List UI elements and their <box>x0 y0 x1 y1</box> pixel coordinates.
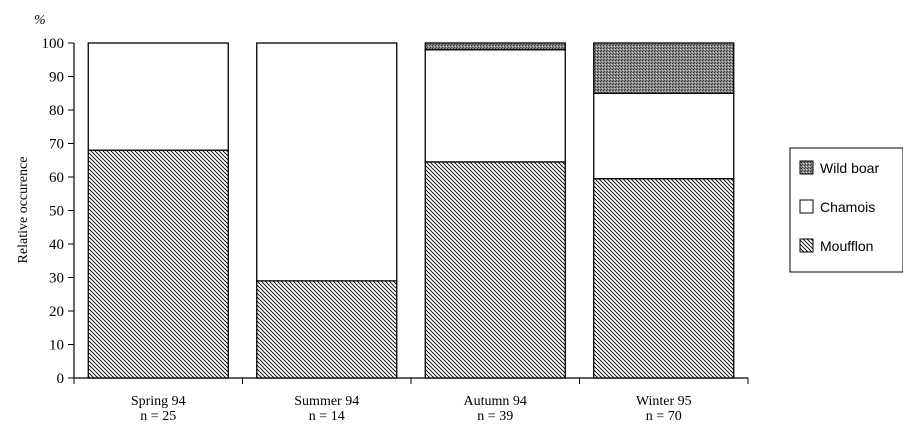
x-sample-size-label: n = 70 <box>646 409 682 424</box>
bar-chamois-autumn-94 <box>424 49 566 163</box>
legend-label-wild-boar: Wild boar <box>820 160 879 176</box>
bar-moufflon-spring-94 <box>87 149 229 379</box>
y-tick-label: 90 <box>49 70 64 86</box>
bar-moufflon-winter-95 <box>593 178 735 379</box>
y-tick-label: 20 <box>49 304 64 320</box>
y-axis-label: Relative occurence <box>16 157 31 264</box>
x-sample-size-label: n = 14 <box>309 409 345 424</box>
bars <box>87 42 735 379</box>
bar-wild-boar-autumn-94 <box>424 42 566 51</box>
legend-label-chamois: Chamois <box>820 199 875 215</box>
y-tick-label: 30 <box>49 271 64 287</box>
bar-chamois-spring-94 <box>87 42 229 151</box>
bar-moufflon-summer-94 <box>256 280 398 379</box>
x-category-label: Summer 94 <box>294 394 359 409</box>
y-tick-label: 0 <box>57 371 65 387</box>
legend-swatch-chamois <box>799 199 814 214</box>
legend-swatch-wild-boar <box>799 160 814 175</box>
x-sample-size-label: n = 25 <box>140 409 176 424</box>
legend: Wild boar Chamois Moufflon <box>789 147 903 273</box>
x-category-label: Spring 94 <box>131 394 186 409</box>
y-axis-unit: % <box>34 13 46 28</box>
bar-wild-boar-winter-95 <box>593 42 735 94</box>
x-category-label: Autumn 94 <box>464 394 527 409</box>
x-sample-size-label: n = 39 <box>477 409 513 424</box>
y-tick-label: 100 <box>42 36 65 52</box>
y-tick-label: 50 <box>49 204 64 220</box>
bar-moufflon-autumn-94 <box>424 161 566 379</box>
legend-label-moufflon: Moufflon <box>820 238 873 254</box>
y-tick-label: 10 <box>49 338 64 354</box>
y-tick-label: 80 <box>49 103 64 119</box>
legend-swatch-moufflon <box>799 238 814 253</box>
y-tick-label: 40 <box>49 237 64 253</box>
y-tick-label: 70 <box>49 137 64 153</box>
x-category-label: Winter 95 <box>636 394 692 409</box>
bar-chamois-summer-94 <box>256 42 398 282</box>
bar-chamois-winter-95 <box>593 92 735 180</box>
y-tick-label: 60 <box>49 170 64 186</box>
